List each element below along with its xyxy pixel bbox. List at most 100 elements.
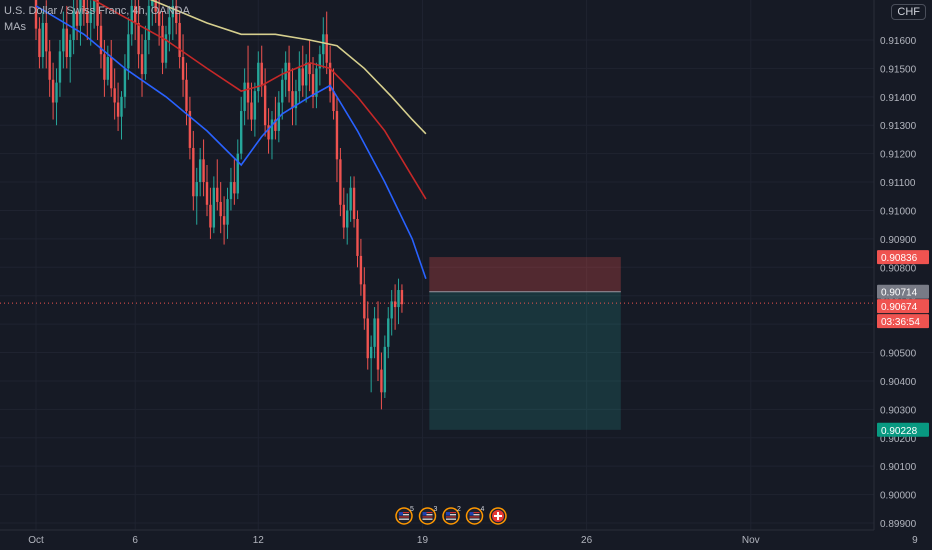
candle-body: [294, 91, 298, 109]
time-tick-label: 26: [581, 535, 593, 546]
ma-slow-line: [149, 0, 427, 135]
target-price-tag: 0.90228: [881, 426, 918, 437]
candle-body: [328, 62, 332, 92]
candle-body: [335, 111, 339, 160]
flag-stripe: [469, 512, 480, 514]
indicator-label[interactable]: MAs: [4, 21, 26, 33]
candle-body: [393, 301, 397, 308]
time-tick-label: Oct: [28, 535, 44, 546]
flag-canton: [399, 512, 403, 516]
candle-body: [308, 62, 311, 75]
candle-body: [342, 204, 345, 228]
candle-body: [212, 187, 216, 228]
event-count: 5: [410, 506, 414, 513]
candle-body: [198, 159, 202, 183]
flag-stripe: [399, 512, 409, 514]
price-tick-label: 0.91100: [880, 178, 916, 189]
flag-stripe: [399, 516, 409, 518]
currency-button[interactable]: CHF: [891, 4, 926, 20]
candle-body: [45, 22, 48, 52]
current-price-tag-bg: [877, 299, 929, 314]
candle-body: [222, 216, 226, 225]
grid-lines: [0, 0, 916, 530]
candle-body: [301, 68, 304, 86]
candle-body: [51, 79, 55, 103]
time-tick-label: Nov: [742, 535, 760, 546]
price-tick-label: 0.90400: [880, 377, 917, 388]
candle-body: [55, 82, 58, 103]
take-profit-zone[interactable]: [429, 291, 621, 430]
candle-body: [72, 11, 75, 41]
position-tool[interactable]: [429, 257, 621, 430]
flag-stripe: [446, 512, 456, 514]
candle-body: [58, 51, 62, 83]
candle-body: [257, 62, 260, 92]
candle-body: [226, 199, 229, 225]
candle-body: [144, 40, 147, 75]
price-tick-label: 0.90200: [880, 434, 917, 445]
ma-mid-line: [92, 0, 427, 200]
time-tick-label: 19: [417, 535, 429, 546]
flag-stripe: [469, 518, 480, 520]
candle-body: [380, 369, 383, 393]
candle-body: [400, 290, 404, 305]
flag-stripe: [399, 514, 409, 516]
current-price-tag: 0.90674: [881, 302, 918, 313]
candle-body: [291, 91, 294, 109]
stop-price-tag-bg: [877, 250, 929, 265]
candle-body: [185, 79, 188, 112]
stop-price-tag: 0.90836: [881, 253, 918, 264]
candle-body: [205, 182, 209, 205]
candle-body: [130, 5, 133, 35]
candle-body: [171, 5, 174, 18]
price-tick-label: 0.89900: [880, 519, 917, 530]
candle-body: [181, 57, 185, 80]
candle-body: [103, 54, 106, 80]
economic-events[interactable]: 5 3 2 4: [395, 506, 507, 525]
stop-loss-zone[interactable]: [429, 257, 621, 292]
flag-stripe: [422, 512, 433, 514]
candle-body: [133, 5, 137, 23]
candle-body: [236, 153, 239, 194]
candle-body: [352, 187, 356, 219]
candle-body: [69, 40, 72, 58]
candle-body: [175, 5, 178, 23]
candle-body: [287, 62, 291, 92]
candle-body: [113, 88, 116, 103]
price-tick-label: 0.91000: [880, 206, 917, 217]
candle-body: [127, 34, 130, 69]
candle-body: [48, 51, 51, 80]
candle-body: [209, 204, 212, 228]
flag-stripe: [446, 518, 456, 520]
time-axis[interactable]: [0, 530, 932, 550]
candle-body: [219, 201, 222, 217]
candle-body: [322, 34, 325, 55]
candle-body: [137, 22, 140, 55]
candle-body: [318, 54, 322, 69]
candle-body: [110, 57, 113, 89]
candle-body: [373, 318, 376, 347]
entry-price-tag: 0.90714: [881, 288, 918, 299]
price-tick-label: 0.91400: [880, 93, 917, 104]
flag-stripe: [422, 518, 433, 520]
candle-body: [79, 0, 82, 26]
candle-body: [363, 284, 366, 319]
candle-body: [349, 187, 352, 211]
candle-body: [123, 68, 127, 97]
candle-body: [366, 318, 369, 359]
candle-body: [369, 346, 373, 359]
candle-body: [390, 301, 393, 319]
swiss-cross-h: [494, 515, 502, 517]
price-tick-label: 0.90100: [880, 462, 917, 473]
candle-body: [82, 0, 86, 12]
candle-body: [315, 68, 318, 97]
candle-body: [151, 0, 154, 6]
candle-body: [281, 79, 284, 103]
candle-body: [397, 290, 400, 308]
price-tick-label: 0.91300: [880, 121, 917, 132]
symbol-title[interactable]: U.S. Dollar / Swiss Franc, 4h, OANDA: [4, 5, 190, 17]
candle-body: [34, 0, 38, 29]
price-axis[interactable]: [874, 0, 932, 530]
